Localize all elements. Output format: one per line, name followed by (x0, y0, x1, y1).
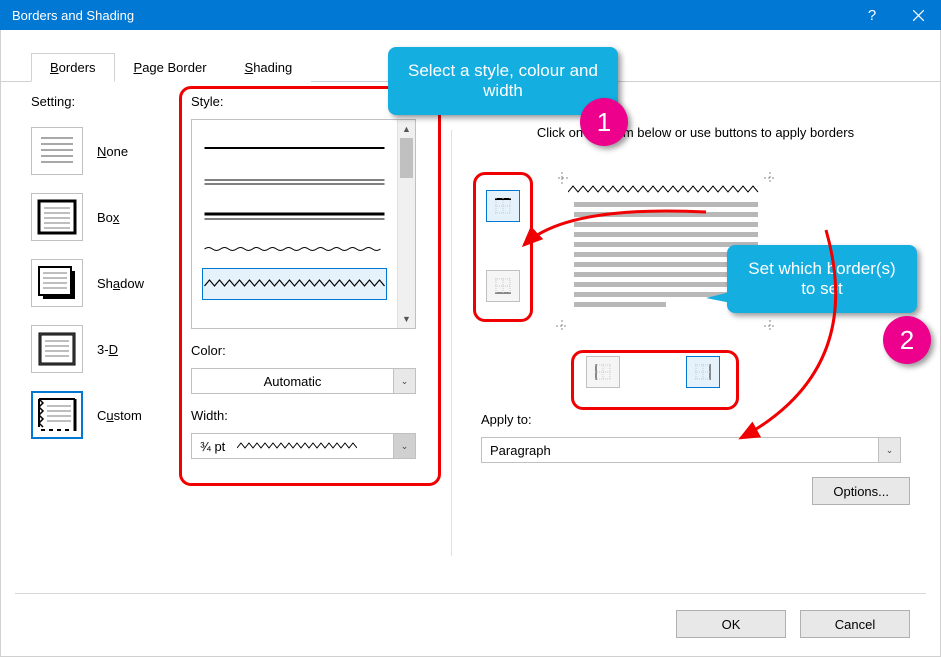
style-column: Style: ▲ ▼ Color: Automatic ⌄ (191, 94, 451, 572)
apply-label: Apply to: (481, 412, 910, 427)
style-opt-zigzag[interactable] (202, 268, 387, 300)
window-title: Borders and Shading (12, 8, 134, 23)
border-right-button[interactable] (686, 356, 720, 388)
preview-hint: Click on diagram below or use buttons to… (481, 124, 910, 142)
setting-3d-label: 3-D (97, 342, 118, 357)
setting-3d[interactable]: 3-D (31, 325, 191, 373)
color-value: Automatic (192, 374, 393, 389)
options-button[interactable]: Options... (812, 477, 910, 505)
style-list[interactable]: ▲ ▼ (191, 119, 416, 329)
apply-combo[interactable]: Paragraph ⌄ (481, 437, 901, 463)
setting-box[interactable]: Box (31, 193, 191, 241)
setting-thumb-box (31, 193, 83, 241)
width-value: ¾ pt (192, 439, 393, 454)
preview-column: Click on diagram below or use buttons to… (451, 94, 910, 572)
setting-column: Setting: None Box Shadow (31, 94, 191, 572)
setting-box-label: Box (97, 210, 119, 225)
apply-value: Paragraph (482, 443, 878, 458)
setting-thumb-custom (31, 391, 83, 439)
titlebar: Borders and Shading ? (0, 0, 941, 30)
callout-1: Select a style, colour and width (388, 47, 618, 115)
callout-2-badge: 2 (883, 316, 931, 364)
border-left-button[interactable] (586, 356, 620, 388)
setting-none[interactable]: None (31, 127, 191, 175)
width-label: Width: (191, 408, 451, 423)
setting-custom-label: Custom (97, 408, 142, 423)
tab-borders[interactable]: Borders (31, 53, 115, 82)
setting-thumb-shadow (31, 259, 83, 307)
color-label: Color: (191, 343, 451, 358)
scroll-thumb[interactable] (400, 138, 413, 178)
style-opt-thick-thin[interactable] (202, 200, 387, 232)
cancel-button[interactable]: Cancel (800, 610, 910, 638)
setting-shadow-label: Shadow (97, 276, 144, 291)
footer-separator (15, 593, 926, 594)
color-combo[interactable]: Automatic ⌄ (191, 368, 416, 394)
ok-button[interactable]: OK (676, 610, 786, 638)
scroll-up-icon[interactable]: ▲ (398, 120, 415, 138)
callout-1-badge: 1 (580, 98, 628, 146)
vertical-separator (451, 130, 452, 556)
setting-thumb-3d (31, 325, 83, 373)
tab-shading[interactable]: Shading (226, 53, 312, 82)
width-drop-icon[interactable]: ⌄ (393, 434, 415, 458)
color-drop-icon[interactable]: ⌄ (393, 369, 415, 393)
border-bottom-button[interactable] (486, 270, 520, 302)
close-button[interactable] (895, 0, 941, 30)
help-button[interactable]: ? (849, 0, 895, 30)
scroll-down-icon[interactable]: ▼ (398, 310, 415, 328)
setting-none-label: None (97, 144, 128, 159)
border-top-button[interactable] (486, 190, 520, 222)
style-opt-thin-thin[interactable] (202, 166, 387, 198)
style-opt-wave-thin[interactable] (202, 234, 387, 266)
footer: OK Cancel (676, 610, 910, 638)
width-combo[interactable]: ¾ pt ⌄ (191, 433, 416, 459)
apply-drop-icon[interactable]: ⌄ (878, 438, 900, 462)
style-scrollbar[interactable]: ▲ ▼ (397, 120, 415, 328)
dialog-body: Borders Page Border Shading Setting: Non… (0, 30, 941, 657)
tab-page-border[interactable]: Page Border (115, 53, 226, 82)
setting-shadow[interactable]: Shadow (31, 259, 191, 307)
callout-2: Set which border(s) to set (727, 245, 917, 313)
style-opt-solid[interactable] (202, 132, 387, 164)
setting-custom[interactable]: Custom (31, 391, 191, 439)
setting-label: Setting: (31, 94, 191, 109)
setting-thumb-none (31, 127, 83, 175)
